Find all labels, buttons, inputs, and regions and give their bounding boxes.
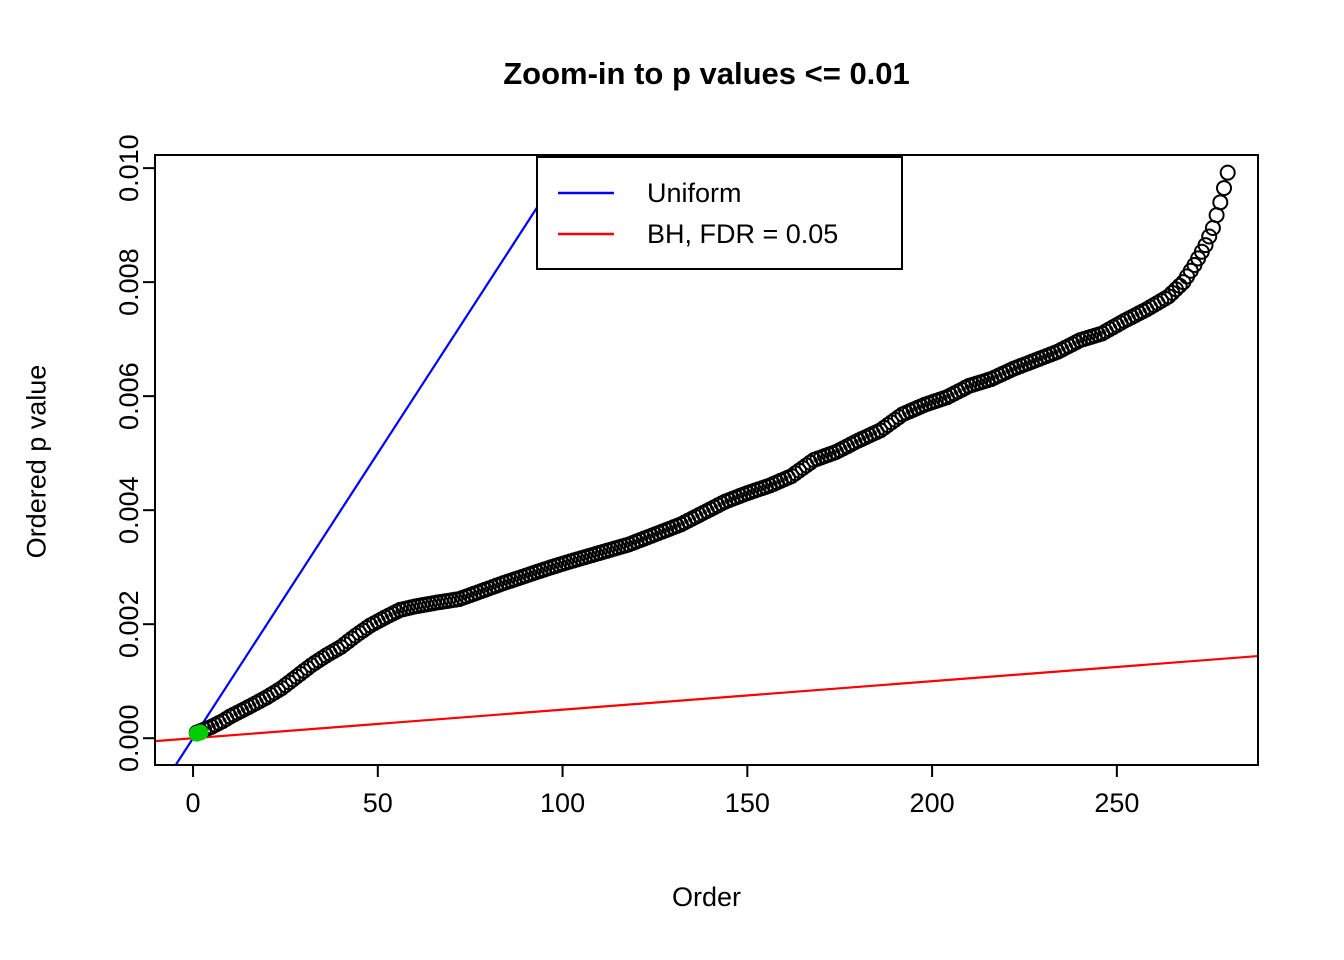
data-point	[1204, 219, 1221, 236]
y-axis: 0.000 0.002 0.004 0.006 0.008 0.010	[114, 134, 155, 772]
significant-point	[192, 724, 209, 741]
data-point	[1212, 194, 1229, 211]
y-tick-label: 0.004	[114, 476, 144, 544]
x-tick-label: 100	[540, 788, 585, 818]
x-tick-label: 0	[186, 788, 201, 818]
data-point	[1219, 164, 1236, 181]
y-tick-label: 0.010	[114, 134, 144, 202]
x-tick-label: 150	[725, 788, 770, 818]
data-point	[1201, 228, 1218, 245]
plot-border	[154, 154, 1259, 766]
chart-title: Zoom-in to p values <= 0.01	[503, 56, 910, 91]
legend-box	[536, 156, 903, 270]
data-point	[1216, 180, 1233, 197]
scatter-series	[188, 164, 1236, 741]
uniform-line	[174, 155, 573, 765]
y-tick-label: 0.002	[114, 590, 144, 658]
y-tick-label: 0.008	[114, 248, 144, 316]
y-axis-label: Ordered p value	[21, 364, 52, 559]
x-tick-label: 250	[1094, 788, 1139, 818]
reference-lines	[155, 155, 1258, 765]
bh-threshold-line	[155, 654, 1258, 743]
y-tick-label: 0.006	[114, 362, 144, 430]
x-axis-label: Order	[671, 882, 742, 912]
data-point	[1197, 237, 1214, 254]
y-tick-label: 0.000	[114, 704, 144, 772]
data-point	[1208, 207, 1225, 224]
x-tick-label: 50	[363, 788, 393, 818]
legend: Uniform BH, FDR = 0.05	[536, 156, 903, 270]
significant-points	[188, 724, 209, 742]
legend-label: BH, FDR = 0.05	[647, 219, 838, 249]
x-tick-label: 200	[910, 788, 955, 818]
legend-label: Uniform	[647, 178, 742, 208]
x-axis: 0 50 100 150 200 250	[186, 765, 1139, 818]
